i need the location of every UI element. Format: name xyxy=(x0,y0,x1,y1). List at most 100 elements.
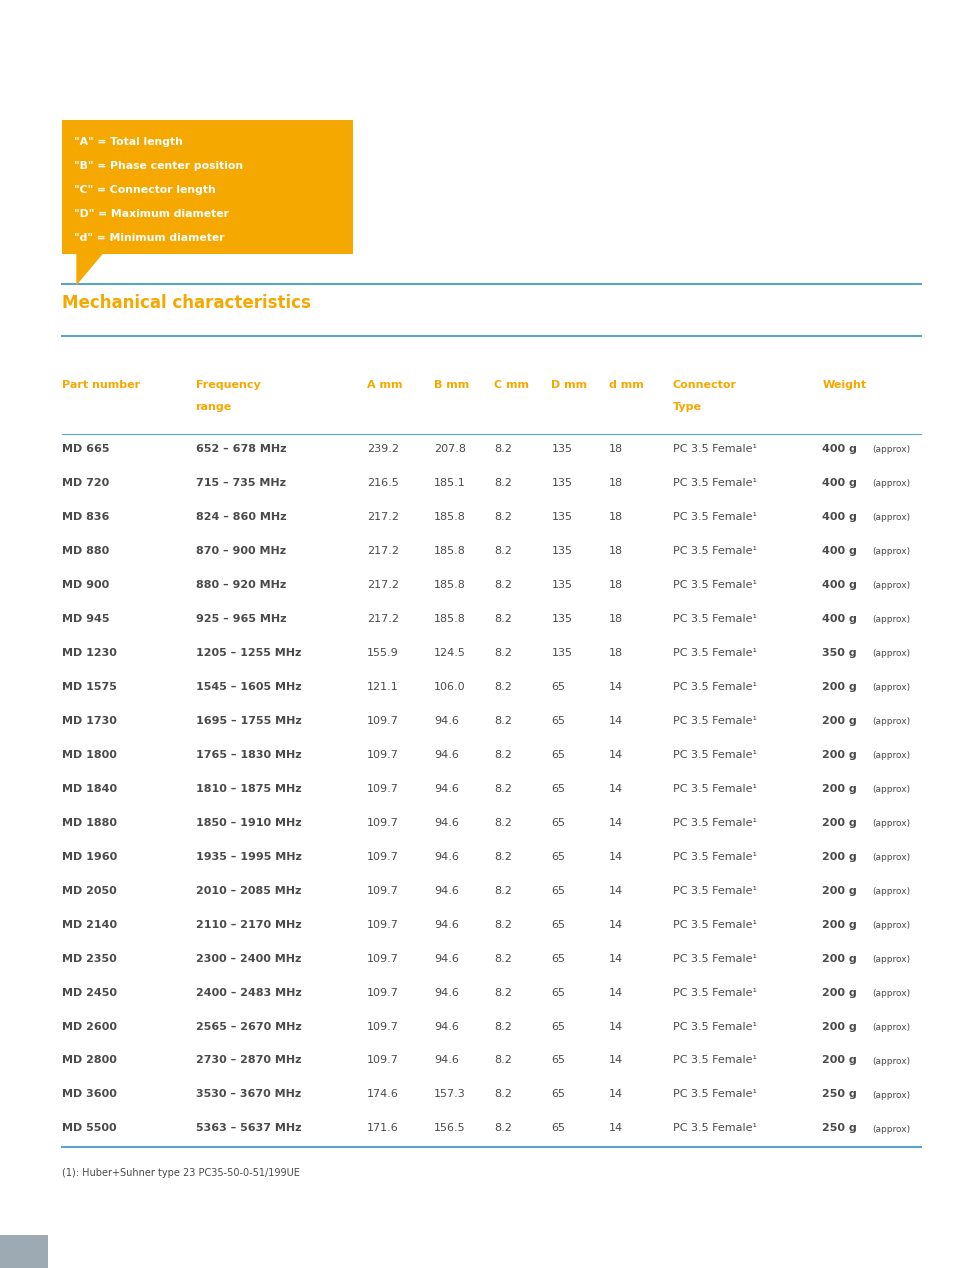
Text: 109.7: 109.7 xyxy=(367,885,398,895)
Text: 14: 14 xyxy=(608,919,622,929)
Text: 200 g: 200 g xyxy=(821,1022,856,1031)
Text: 8.2: 8.2 xyxy=(494,1022,512,1031)
Text: (approx): (approx) xyxy=(871,479,909,488)
Text: 156.5: 156.5 xyxy=(434,1123,465,1134)
Text: 135: 135 xyxy=(551,545,572,555)
Text: PC 3.5 Female¹: PC 3.5 Female¹ xyxy=(672,749,756,760)
Text: PC 3.5 Female¹: PC 3.5 Female¹ xyxy=(672,885,756,895)
Text: 207.8: 207.8 xyxy=(434,444,466,454)
Text: 135: 135 xyxy=(551,648,572,658)
Text: 135: 135 xyxy=(551,512,572,521)
Text: 8.2: 8.2 xyxy=(494,682,512,691)
Text: Weight: Weight xyxy=(821,380,865,391)
Text: 171.6: 171.6 xyxy=(367,1123,398,1134)
Text: 400 g: 400 g xyxy=(821,614,857,624)
Text: MD 1575: MD 1575 xyxy=(62,682,117,691)
Text: 185.8: 185.8 xyxy=(434,512,465,521)
Text: 94.6: 94.6 xyxy=(434,954,458,964)
Text: PC 3.5 Female¹: PC 3.5 Female¹ xyxy=(672,444,756,454)
Text: 200 g: 200 g xyxy=(821,988,856,998)
Text: 200 g: 200 g xyxy=(821,715,856,725)
Text: 185.1: 185.1 xyxy=(434,478,465,488)
Text: 18: 18 xyxy=(608,614,622,624)
Text: PC 3.5 Female¹: PC 3.5 Female¹ xyxy=(672,1055,756,1065)
Text: 824 – 860 MHz: 824 – 860 MHz xyxy=(195,512,286,521)
Text: 400 g: 400 g xyxy=(821,512,857,521)
Text: 109.7: 109.7 xyxy=(367,988,398,998)
Text: PC 3.5 Female¹: PC 3.5 Female¹ xyxy=(672,579,756,590)
Text: 14: 14 xyxy=(608,954,622,964)
Text: 2400 – 2483 MHz: 2400 – 2483 MHz xyxy=(195,988,301,998)
Text: 14: 14 xyxy=(608,682,622,691)
Text: 8.2: 8.2 xyxy=(494,715,512,725)
Text: 217.2: 217.2 xyxy=(367,579,399,590)
Text: "D" = Maximum diameter: "D" = Maximum diameter xyxy=(74,209,229,219)
Text: 8.2: 8.2 xyxy=(494,579,512,590)
Text: 18: 18 xyxy=(608,444,622,454)
Text: 1935 – 1995 MHz: 1935 – 1995 MHz xyxy=(195,852,301,861)
Text: 652 – 678 MHz: 652 – 678 MHz xyxy=(195,444,286,454)
Text: 185.8: 185.8 xyxy=(434,545,465,555)
Text: Part number: Part number xyxy=(62,380,140,391)
Text: 94.6: 94.6 xyxy=(434,852,458,861)
Text: MD 1230: MD 1230 xyxy=(62,648,117,658)
Text: 135: 135 xyxy=(551,614,572,624)
Text: PC 3.5 Female¹: PC 3.5 Female¹ xyxy=(672,852,756,861)
Text: 18: 18 xyxy=(608,579,622,590)
Text: 65: 65 xyxy=(551,1123,565,1134)
Text: PC 3.5 Female¹: PC 3.5 Female¹ xyxy=(672,648,756,658)
Text: 174.6: 174.6 xyxy=(367,1089,398,1099)
Text: 8.2: 8.2 xyxy=(494,512,512,521)
Text: 155.9: 155.9 xyxy=(367,648,398,658)
Text: 14: 14 xyxy=(608,749,622,760)
Text: 18: 18 xyxy=(608,545,622,555)
FancyBboxPatch shape xyxy=(0,1235,48,1268)
Text: MD 836: MD 836 xyxy=(62,512,110,521)
Text: 1545 – 1605 MHz: 1545 – 1605 MHz xyxy=(195,682,301,691)
Text: MD 1880: MD 1880 xyxy=(62,818,117,828)
Text: 870 – 900 MHz: 870 – 900 MHz xyxy=(195,545,285,555)
Text: PC 3.5 Female¹: PC 3.5 Female¹ xyxy=(672,954,756,964)
Text: (approx): (approx) xyxy=(871,581,909,590)
Text: PC 3.5 Female¹: PC 3.5 Female¹ xyxy=(672,1123,756,1134)
Text: 109.7: 109.7 xyxy=(367,954,398,964)
Text: MD 2600: MD 2600 xyxy=(62,1022,117,1031)
Text: 2010 – 2085 MHz: 2010 – 2085 MHz xyxy=(195,885,300,895)
Text: 8.2: 8.2 xyxy=(494,444,512,454)
Text: (approx): (approx) xyxy=(871,886,909,895)
Text: MD 880: MD 880 xyxy=(62,545,110,555)
Text: 880 – 920 MHz: 880 – 920 MHz xyxy=(195,579,286,590)
Text: 65: 65 xyxy=(551,885,565,895)
Text: PC 3.5 Female¹: PC 3.5 Female¹ xyxy=(672,478,756,488)
Text: 8.2: 8.2 xyxy=(494,749,512,760)
Text: 3530 – 3670 MHz: 3530 – 3670 MHz xyxy=(195,1089,300,1099)
Text: 124.5: 124.5 xyxy=(434,648,465,658)
Text: 65: 65 xyxy=(551,818,565,828)
Text: 135: 135 xyxy=(551,478,572,488)
Text: 14: 14 xyxy=(608,885,622,895)
Text: 350 g: 350 g xyxy=(821,648,856,658)
Text: 109.7: 109.7 xyxy=(367,749,398,760)
Text: Connector: Connector xyxy=(672,380,736,391)
Text: 65: 65 xyxy=(551,919,565,929)
Text: 109.7: 109.7 xyxy=(367,852,398,861)
Text: 65: 65 xyxy=(551,784,565,794)
Text: 65: 65 xyxy=(551,1055,565,1065)
Text: (approx): (approx) xyxy=(871,716,909,725)
Text: PC 3.5 Female¹: PC 3.5 Female¹ xyxy=(672,715,756,725)
Text: 65: 65 xyxy=(551,1089,565,1099)
Text: 8.2: 8.2 xyxy=(494,1055,512,1065)
Text: (approx): (approx) xyxy=(871,547,909,555)
Text: 400 g: 400 g xyxy=(821,545,857,555)
Text: 14: 14 xyxy=(608,988,622,998)
Text: 94.6: 94.6 xyxy=(434,1022,458,1031)
Text: 14: 14 xyxy=(608,1055,622,1065)
Text: 65: 65 xyxy=(551,682,565,691)
Text: 925 – 965 MHz: 925 – 965 MHz xyxy=(195,614,286,624)
Text: 715 – 735 MHz: 715 – 735 MHz xyxy=(195,478,285,488)
Text: range: range xyxy=(195,402,232,412)
Text: 109.7: 109.7 xyxy=(367,818,398,828)
Text: 94.6: 94.6 xyxy=(434,988,458,998)
Text: 14: 14 xyxy=(608,784,622,794)
Text: "d" = Minimum diameter: "d" = Minimum diameter xyxy=(74,233,225,243)
